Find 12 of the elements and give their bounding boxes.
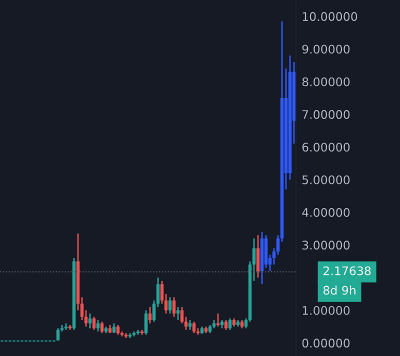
y-tick-label: 3.00000 [302, 240, 350, 250]
y-tick-label: 9.00000 [302, 44, 350, 54]
y-tick-label: 8.00000 [302, 77, 350, 86]
y-tick-label: 0.00000 [302, 338, 350, 348]
y-tick-label: 5.00000 [302, 175, 350, 184]
y-tick-label: 1.00000 [302, 306, 350, 315]
text: 8d 9h [323, 286, 356, 295]
y-tick-label: 6.00000 [302, 142, 350, 152]
y-tick-label: 4.00000 [302, 208, 350, 217]
y-tick-label: 7.00000 [302, 110, 350, 119]
ref-line-label: 2.17638 [324, 266, 371, 276]
y-tick-label: 10.00000 [302, 12, 358, 21]
